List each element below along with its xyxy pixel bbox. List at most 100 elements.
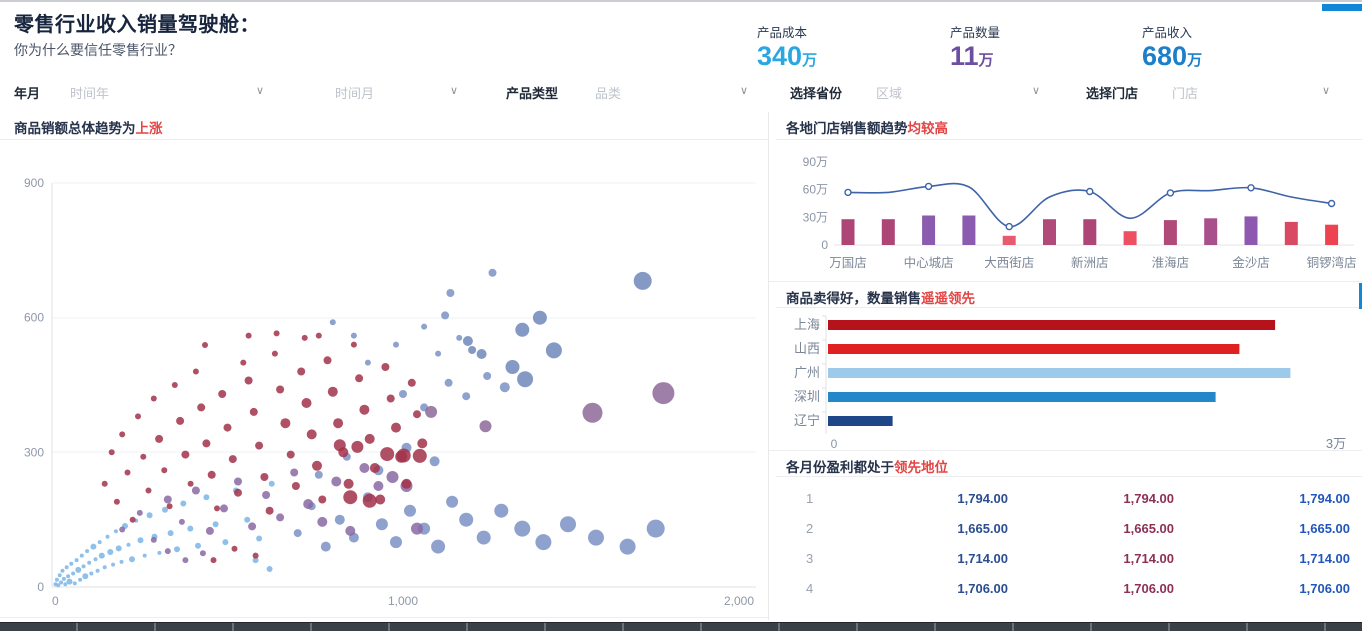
scatter-point[interactable]	[417, 438, 428, 449]
scatter-point[interactable]	[72, 581, 77, 586]
scatter-point[interactable]	[195, 542, 201, 549]
scatter-point[interactable]	[468, 346, 477, 354]
scatter-point[interactable]	[145, 487, 152, 494]
scatter-point[interactable]	[245, 332, 252, 339]
scatter-point[interactable]	[343, 478, 354, 489]
scatter-point[interactable]	[407, 378, 416, 387]
scatter-point[interactable]	[66, 574, 71, 579]
scatter-point[interactable]	[163, 495, 172, 504]
store-bar[interactable]	[962, 215, 976, 246]
scatter-point[interactable]	[390, 536, 402, 549]
scatter-point[interactable]	[505, 360, 520, 374]
scatter-point[interactable]	[375, 494, 386, 505]
scatter-point[interactable]	[129, 516, 136, 523]
scatter-point[interactable]	[514, 520, 531, 537]
vertical-scrollbar-thumb[interactable]	[1359, 283, 1362, 309]
scatter-point[interactable]	[323, 356, 332, 365]
scatter-point[interactable]	[359, 404, 370, 415]
scatter-point[interactable]	[303, 499, 314, 509]
scatter-point[interactable]	[214, 505, 220, 512]
scatter-point[interactable]	[260, 473, 269, 481]
store-dropdown[interactable]: 门店	[1172, 86, 1199, 101]
scatter-point[interactable]	[413, 410, 421, 419]
store-bar[interactable]	[1204, 218, 1218, 245]
month-dropdown[interactable]: 时间月	[335, 86, 375, 101]
scatter-point[interactable]	[301, 334, 308, 341]
store-bar[interactable]	[841, 219, 855, 245]
scatter-point[interactable]	[75, 566, 82, 573]
scatter-point[interactable]	[276, 385, 285, 394]
scatter-point[interactable]	[57, 573, 62, 578]
scatter-point[interactable]	[56, 583, 61, 588]
year-dropdown[interactable]: 时间年	[70, 86, 110, 101]
scatter-point[interactable]	[444, 378, 453, 387]
scatter-point[interactable]	[652, 382, 675, 405]
scatter-point[interactable]	[588, 529, 604, 546]
scatter-point[interactable]	[113, 529, 118, 534]
scatter-point[interactable]	[286, 450, 295, 459]
scatter-point[interactable]	[137, 537, 144, 544]
scatter-point[interactable]	[161, 467, 168, 474]
scatter-point[interactable]	[362, 493, 377, 508]
scatter-point[interactable]	[197, 403, 206, 412]
scatter-point[interactable]	[187, 480, 194, 487]
scatter-point[interactable]	[273, 330, 280, 337]
scatter-point[interactable]	[488, 268, 497, 277]
scatter-point[interactable]	[81, 564, 86, 569]
store-bar[interactable]	[1325, 224, 1339, 245]
scatter-point[interactable]	[435, 350, 442, 357]
scatter-point[interactable]	[69, 561, 74, 566]
scatter-point[interactable]	[317, 516, 328, 527]
scatter-point[interactable]	[333, 439, 346, 452]
scatter-point[interactable]	[619, 538, 636, 555]
scatter-point[interactable]	[228, 455, 237, 464]
scatter-point[interactable]	[212, 521, 219, 528]
scatter-point[interactable]	[320, 541, 331, 552]
scatter-point[interactable]	[404, 504, 416, 517]
store-bar[interactable]	[1123, 231, 1137, 245]
scatter-point[interactable]	[222, 539, 229, 546]
store-bar[interactable]	[1043, 219, 1056, 245]
scatter-point[interactable]	[155, 434, 164, 443]
trend-marker[interactable]	[1166, 189, 1175, 197]
trend-marker[interactable]	[1086, 187, 1094, 196]
scatter-point[interactable]	[280, 418, 291, 429]
scatter-point[interactable]	[306, 429, 317, 440]
scatter-point[interactable]	[479, 420, 492, 433]
scatter-point[interactable]	[150, 395, 157, 402]
scatter-point[interactable]	[64, 565, 69, 570]
scatter-point[interactable]	[411, 522, 423, 535]
scatter-point[interactable]	[124, 469, 131, 476]
scatter-point[interactable]	[314, 470, 323, 479]
category-dropdown[interactable]: 品类	[595, 86, 622, 101]
scatter-point[interactable]	[369, 463, 380, 473]
scatter-point[interactable]	[333, 418, 344, 429]
store-bar[interactable]	[1244, 216, 1258, 245]
scatter-point[interactable]	[231, 545, 238, 552]
scatter-point[interactable]	[89, 571, 94, 576]
scatter-point[interactable]	[476, 530, 491, 545]
scatter-point[interactable]	[136, 509, 143, 516]
scatter-point[interactable]	[176, 416, 185, 425]
scatter-point[interactable]	[499, 382, 510, 393]
scatter-point[interactable]	[459, 512, 474, 527]
trend-marker[interactable]	[844, 188, 852, 197]
scatter-point[interactable]	[54, 577, 59, 582]
scatter-point[interactable]	[343, 490, 358, 505]
scatter-point[interactable]	[205, 526, 214, 535]
scatter-point[interactable]	[268, 480, 275, 487]
scatter-point[interactable]	[271, 350, 278, 357]
scatter-point[interactable]	[101, 480, 108, 487]
scatter-point[interactable]	[545, 342, 562, 359]
scatter-point[interactable]	[59, 580, 64, 585]
scatter-point[interactable]	[355, 374, 364, 383]
scatter-point[interactable]	[412, 448, 427, 463]
scatter-point[interactable]	[331, 476, 342, 487]
chevron-down-icon[interactable]: ∨	[1032, 85, 1041, 97]
scatter-point[interactable]	[334, 514, 345, 525]
scatter-point[interactable]	[157, 550, 162, 555]
scatter-point[interactable]	[102, 565, 107, 570]
scatter-point[interactable]	[140, 453, 147, 460]
